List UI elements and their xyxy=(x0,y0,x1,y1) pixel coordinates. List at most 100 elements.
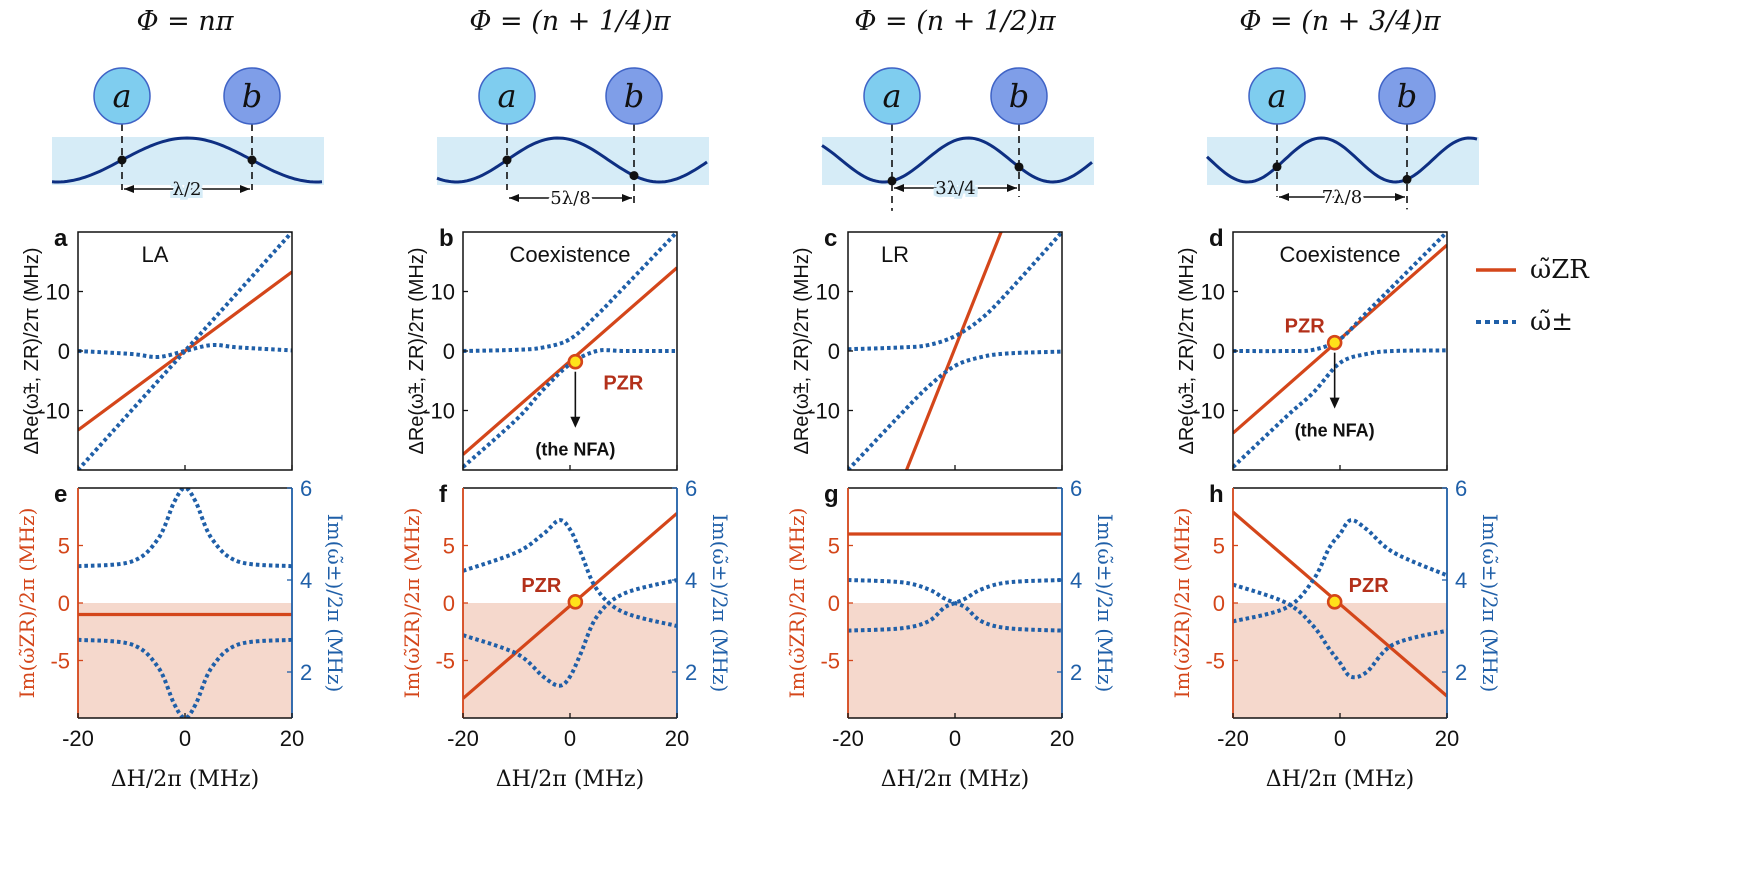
regime-label: LR xyxy=(881,242,909,267)
panel-letter: h xyxy=(1209,481,1224,508)
x-tick-label: -20 xyxy=(447,726,479,751)
panel-d: -10 0 10 d ΔRe(ω̃±, ZR)/2π (MHz) Coexistence (… xyxy=(1176,225,1448,471)
legend: ω̃ZR ω̃± xyxy=(1476,255,1590,337)
spacing-label: 7λ/8 xyxy=(1322,187,1362,208)
y-tick-label: 0 xyxy=(1213,591,1225,616)
y-tick-label: -10 xyxy=(808,399,840,424)
site-label: b xyxy=(1009,77,1029,115)
site-label: b xyxy=(242,77,262,115)
pm-series-line-1 xyxy=(848,578,1062,633)
y-right-tick-label: 2 xyxy=(1455,660,1467,685)
site-label: b xyxy=(624,77,644,115)
x-tick-label: 0 xyxy=(564,726,576,751)
y-tick-label: 0 xyxy=(443,591,455,616)
panel-letter: b xyxy=(439,225,454,252)
panel-a: -10 0 10 a ΔRe(ω̃±, ZR)/2π (MHz) LA xyxy=(21,225,293,471)
pm-series-line-1 xyxy=(78,488,292,569)
pzr-label: PZR xyxy=(1285,316,1326,338)
y-left-axis-label: Im(ω̃ZR)/2π (MHz) xyxy=(400,508,424,699)
spacing-arrowhead-right xyxy=(1007,184,1017,192)
plot-area xyxy=(848,232,1062,470)
y-tick-label: 10 xyxy=(1201,280,1225,305)
site-circle-a xyxy=(863,67,921,125)
y-left-axis-label: Im(ω̃ZR)/2π (MHz) xyxy=(1170,508,1194,699)
x-tick-label: 0 xyxy=(949,726,961,751)
spacing-label: 5λ/8 xyxy=(550,188,590,209)
x-axis-label: ΔH/2π (MHz) xyxy=(111,767,259,792)
site-circle-b xyxy=(1378,67,1436,125)
regime-label: Coexistence xyxy=(509,242,630,267)
pzr-label: PZR xyxy=(521,575,562,597)
x-tick-label: 0 xyxy=(179,726,191,751)
site-circle-a xyxy=(1248,67,1306,125)
y-tick-label: 0 xyxy=(1213,339,1225,364)
y-tick-label: 5 xyxy=(828,534,840,559)
loss-shaded-region xyxy=(1233,603,1447,718)
y-tick-label: -5 xyxy=(50,649,70,674)
spacing-arrowhead-right xyxy=(240,185,250,193)
zr-series-line xyxy=(904,232,1003,470)
y-axis-label: ΔRe(ω̃±, ZR)/2π (MHz) xyxy=(1176,247,1198,454)
y-right-tick-label: 6 xyxy=(685,476,697,501)
y-tick-label: 0 xyxy=(58,339,70,364)
y-right-tick-label: 6 xyxy=(1070,476,1082,501)
loss-shaded-region xyxy=(78,603,292,718)
site-circle-b xyxy=(223,67,281,125)
plot-area xyxy=(463,512,677,718)
site-label: b xyxy=(1397,77,1417,115)
y-right-tick-label: 6 xyxy=(1455,476,1467,501)
y-tick-label: -5 xyxy=(1205,649,1225,674)
pm-series-line-2 xyxy=(848,349,1062,470)
y-tick-label: 10 xyxy=(46,280,70,305)
site-label: a xyxy=(882,77,901,115)
phi-title: Φ = (n + 1/4)π xyxy=(469,6,672,37)
pzr-point xyxy=(1326,334,1343,351)
y-tick-label: -5 xyxy=(435,649,455,674)
panel-g: -5 0 5 2 4 6 -20 0 20 ΔH/2π (MHz) g Im(ω̃ZR)/2π (MH… xyxy=(785,476,1117,792)
spacing-label: 3λ/4 xyxy=(935,178,975,199)
wave-line xyxy=(1205,136,1478,184)
y-tick-label: 10 xyxy=(431,280,455,305)
pm-series-line-2 xyxy=(463,578,677,688)
y-tick-label: -10 xyxy=(1193,399,1225,424)
x-axis-label: ΔH/2π (MHz) xyxy=(881,767,1029,792)
plot-area xyxy=(463,232,677,469)
pzr-label: PZR xyxy=(603,373,644,395)
x-axis-label: ΔH/2π (MHz) xyxy=(496,767,644,792)
y-right-axis-label: Im(ω̃±)/2π (MHz) xyxy=(323,514,347,693)
x-tick-label: 20 xyxy=(1435,726,1459,751)
pm-series-line-2 xyxy=(1233,348,1447,469)
phi-title: Φ = (n + 3/4)π xyxy=(1239,6,1442,37)
site-circle-b xyxy=(990,67,1048,125)
site-label: a xyxy=(497,77,516,115)
x-tick-label: -20 xyxy=(62,726,94,751)
y-left-axis-label: Im(ω̃ZR)/2π (MHz) xyxy=(785,508,809,699)
x-tick-label: 20 xyxy=(1050,726,1074,751)
nfa-annotation: (the NFA) xyxy=(535,440,615,460)
pm-series-line-2 xyxy=(78,637,292,718)
waveguide-band xyxy=(52,137,324,185)
regime-label: Coexistence xyxy=(1279,242,1400,267)
phi-title: Φ = nπ xyxy=(136,6,234,37)
spacing-arrowhead-left xyxy=(509,194,519,202)
site-circle-b xyxy=(605,67,663,125)
y-right-tick-label: 2 xyxy=(685,660,697,685)
y-tick-label: 5 xyxy=(58,534,70,559)
wave-line xyxy=(51,136,323,184)
pzr-label: PZR xyxy=(1349,575,1390,597)
site-dot xyxy=(887,176,897,186)
y-tick-label: 0 xyxy=(58,591,70,616)
y-right-axis-label: Im(ω̃±)/2π (MHz) xyxy=(708,514,732,693)
site-label: a xyxy=(112,77,131,115)
y-tick-label: 5 xyxy=(443,534,455,559)
y-tick-label: 0 xyxy=(828,339,840,364)
y-right-tick-label: 2 xyxy=(1070,660,1082,685)
x-tick-label: 20 xyxy=(280,726,304,751)
y-right-axis-label: Im(ω̃±)/2π (MHz) xyxy=(1093,514,1117,693)
site-dot xyxy=(117,155,127,165)
pm-series-line-1 xyxy=(1233,582,1447,680)
spacing-arrowhead-left xyxy=(894,184,904,192)
waveguide-band xyxy=(1207,137,1479,185)
wave-line xyxy=(436,136,708,184)
